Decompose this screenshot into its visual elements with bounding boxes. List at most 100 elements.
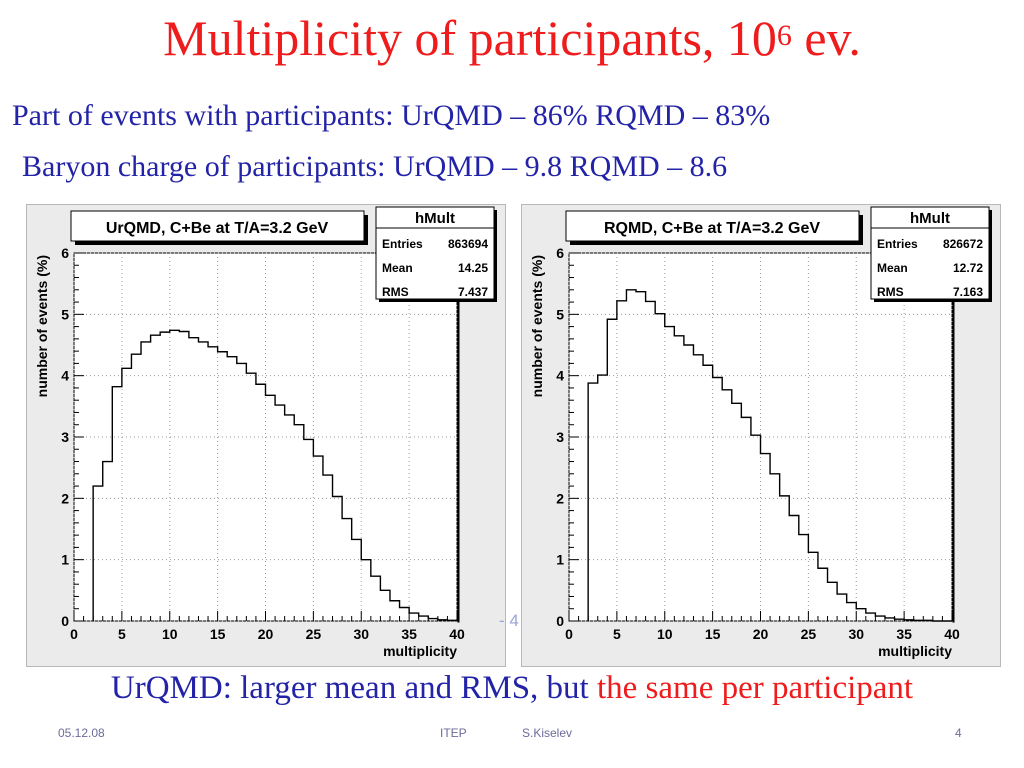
rqmd-bin-30 [875,616,885,621]
urqmd-y-tick-label-1: 1 [61,552,69,568]
rqmd-bin-34 [914,620,924,621]
urqmd-y-tick-label-6: 6 [61,245,69,261]
rqmd-bin-14 [722,390,732,621]
urqmd-bin-6 [151,335,161,621]
urqmd-stats-label-0: Entries [382,237,423,251]
rqmd-y-tick-label-1: 1 [556,552,564,568]
rqmd-bin-9 [674,336,684,621]
rqmd-x-axis-label: multiplicity [878,643,952,659]
rqmd-bin-28 [856,609,866,621]
rqmd-bin-33 [904,620,914,621]
title-tail: ev. [791,10,861,66]
rqmd-bin-21 [789,516,799,621]
rqmd-histogram-line [587,289,952,622]
rqmd-bin-29 [866,613,876,621]
urqmd-y-axis-label: number of events (%) [34,255,50,397]
urqmd-x-tick-label-2: 10 [162,626,178,642]
rqmd-y-tick-label-4: 4 [556,368,564,384]
rqmd-bin-32 [895,619,905,621]
participants-fraction-line: Part of events with participants: UrQMD … [12,99,771,132]
urqmd-x-axis-label: multiplicity [383,643,457,659]
urqmd-bin-24 [323,475,333,621]
urqmd-stats-value-1: 14.25 [458,261,488,275]
urqmd-bin-23 [313,456,323,621]
rqmd-bin-20 [780,496,790,621]
rqmd-x-tick-label-3: 15 [705,626,721,642]
urqmd-bin-5 [141,342,151,621]
rqmd-stats-value-2: 7.163 [953,285,983,299]
rqmd-x-tick-label-0: 0 [565,626,573,642]
urqmd-bin-11 [198,342,208,621]
rqmd-y-tick-label-0: 0 [556,613,564,629]
urqmd-x-tick-label-1: 5 [118,626,126,642]
rqmd-y-tick-label-2: 2 [556,490,564,506]
urqmd-bin-1 [103,462,113,621]
urqmd-bin-16 [246,373,256,621]
rqmd-bin-18 [761,454,771,621]
rqmd-bin-16 [741,417,751,621]
urqmd-bin-9 [179,332,189,621]
urqmd-stats-label-2: RMS [382,285,409,299]
urqmd-y-tick-label-4: 4 [61,368,69,384]
urqmd-histogram-svg: 0 5 10 15 20 25 30 35 40 0 1 2 3 4 5 6 multiplicity numbe… [34,206,497,659]
rqmd-stats-title: hMult [910,210,950,227]
urqmd-stats-value-2: 7.437 [458,285,488,299]
urqmd-x-tick-label-4: 20 [258,626,274,642]
urqmd-x-tick-label-7: 35 [401,626,417,642]
rqmd-stats-box [870,206,990,300]
urqmd-x-tick-label-3: 15 [210,626,226,642]
rqmd-stats-value-0: 826672 [943,237,983,251]
footer-date: 05.12.08 [58,726,105,740]
conclusion-line: UrQMD: larger mean and RMS, but the same… [0,668,1024,708]
rqmd-x-tick-label-2: 10 [657,626,673,642]
urqmd-y-tick-label-0: 0 [61,613,69,629]
rqmd-bin-2 [607,319,617,621]
rqmd-stats-label-1: Mean [877,261,908,275]
urqmd-bin-10 [189,338,199,621]
urqmd-stats-title: hMult [415,210,455,227]
urqmd-histogram-panel: 0 5 10 15 20 25 30 35 40 0 1 2 3 4 5 6 multiplicity numbe… [26,204,506,667]
rqmd-bin-12 [703,365,713,621]
urqmd-bin-25 [333,496,343,621]
urqmd-bin-35 [428,619,438,621]
urqmd-histogram-line [92,329,457,622]
urqmd-bin-17 [256,384,266,621]
title-text: Multiplicity of participants, 10 [163,10,777,66]
urqmd-bin-0 [93,486,103,621]
rqmd-bin-7 [655,314,665,621]
rqmd-histogram-panel: 0 5 10 15 20 25 30 35 40 0 1 2 3 4 5 6 multiplicity numbe… [521,204,1001,667]
footer-page-number: 4 [955,726,962,740]
urqmd-x-tick-label-8: 40 [449,626,465,642]
urqmd-bin-3 [122,368,132,621]
urqmd-bin-2 [112,387,122,621]
rqmd-y-tick-label-5: 5 [556,306,564,322]
rqmd-stats-label-0: Entries [877,237,918,251]
urqmd-stats-value-0: 863694 [448,237,488,251]
urqmd-bin-14 [227,357,237,621]
urqmd-y-tick-label-2: 2 [61,490,69,506]
rqmd-bin-19 [770,474,780,621]
urqmd-bin-26 [342,519,352,621]
rqmd-bin-0 [588,383,598,621]
urqmd-bin-29 [371,576,381,621]
rqmd-x-tick-label-5: 25 [801,626,817,642]
urqmd-y-tick-label-3: 3 [61,429,69,445]
rqmd-title-box [565,210,860,242]
rqmd-bin-24 [818,568,828,621]
urqmd-bin-13 [218,352,228,621]
rqmd-histogram-svg: 0 5 10 15 20 25 30 35 40 0 1 2 3 4 5 6 multiplicity numbe… [529,206,992,659]
rqmd-y-tick-label-3: 3 [556,429,564,445]
rqmd-bin-23 [808,552,818,621]
urqmd-bin-7 [160,332,170,621]
urqmd-bin-19 [275,405,285,621]
rqmd-chart-title: RQMD, C+Be at T/A=3.2 GeV [604,220,820,237]
urqmd-chart-title: UrQMD, C+Be at T/A=3.2 GeV [106,220,329,237]
urqmd-bin-21 [294,425,304,621]
urqmd-x-tick-label-0: 0 [70,626,78,642]
urqmd-bin-34 [419,616,429,621]
urqmd-bin-31 [390,601,400,621]
urqmd-bin-27 [352,539,362,621]
urqmd-bin-37 [447,620,457,621]
footer-org: ITEP [440,726,467,740]
urqmd-bin-36 [438,620,448,621]
